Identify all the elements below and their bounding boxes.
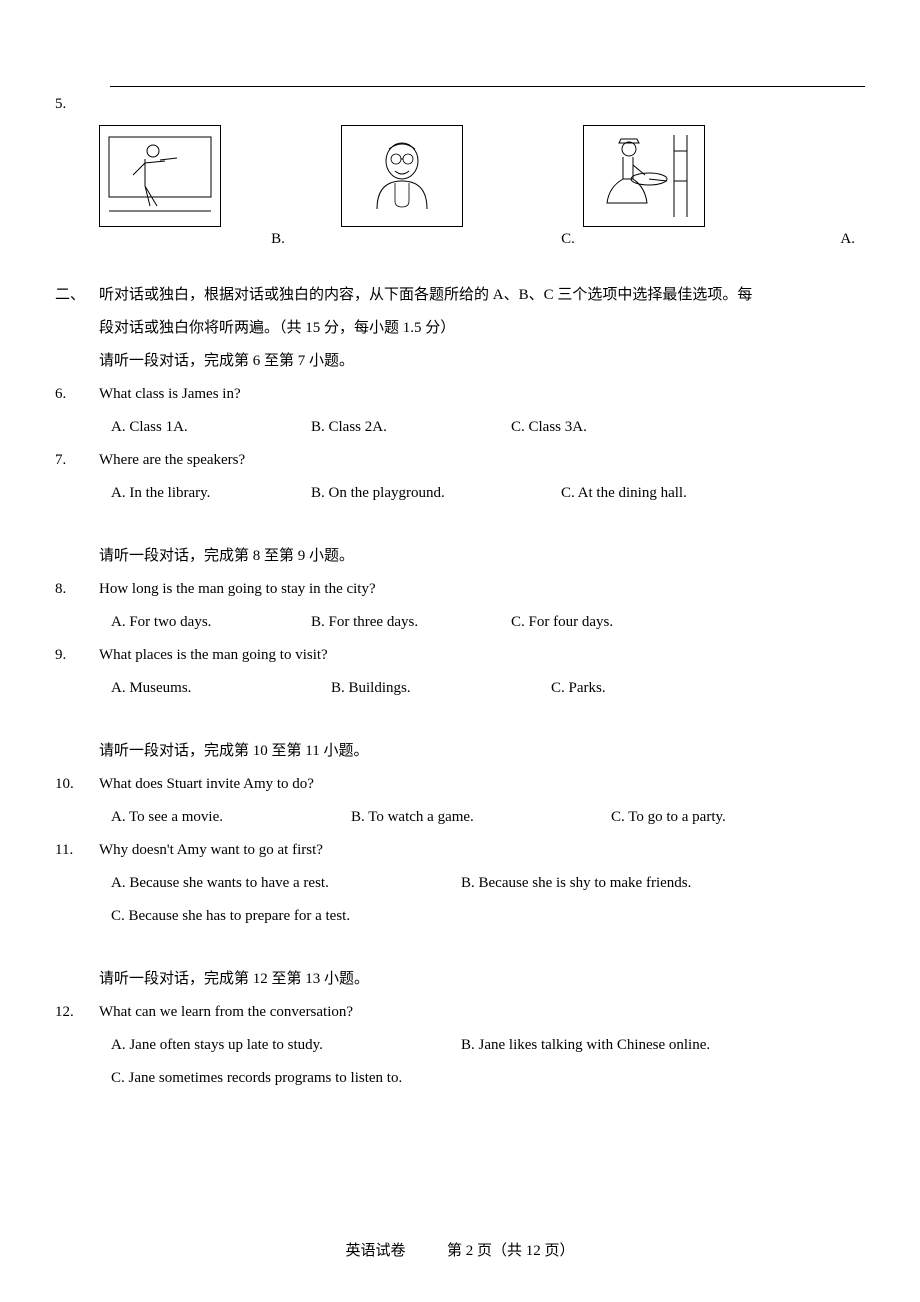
footer-page: 第 2 页（共 12 页） bbox=[447, 1243, 575, 1259]
question-5: 5. bbox=[55, 88, 865, 121]
q12-choices-row1: A. Jane often stays up late to study. B.… bbox=[111, 1029, 865, 1062]
q8-choices: A. For two days. B. For three days. C. F… bbox=[111, 606, 865, 639]
q5-image-a-cell bbox=[99, 125, 221, 227]
gap-2 bbox=[55, 705, 865, 735]
driver-icon bbox=[589, 131, 699, 221]
section-2-number: 二、 bbox=[55, 279, 99, 312]
header-rule bbox=[110, 86, 865, 87]
question-12: 12. What can we learn from the conversat… bbox=[55, 996, 865, 1029]
q5-letter-row: B. C. A. bbox=[99, 227, 865, 251]
q5-number: 5. bbox=[55, 88, 99, 121]
q11-text: Why doesn't Amy want to go at first? bbox=[99, 834, 865, 867]
q11-number: 11. bbox=[55, 834, 99, 867]
question-9: 9. What places is the man going to visit… bbox=[55, 639, 865, 672]
q12-choices-row2: C. Jane sometimes records programs to li… bbox=[111, 1062, 865, 1095]
q10-choice-c: C. To go to a party. bbox=[611, 801, 811, 834]
question-10: 10. What does Stuart invite Amy to do? bbox=[55, 768, 865, 801]
q10-text: What does Stuart invite Amy to do? bbox=[99, 768, 865, 801]
q10-choices: A. To see a movie. B. To watch a game. C… bbox=[111, 801, 865, 834]
q11-choice-b: B. Because she is shy to make friends. bbox=[461, 867, 771, 900]
q6-choice-a: A. Class 1A. bbox=[111, 411, 311, 444]
q8-choice-a: A. For two days. bbox=[111, 606, 311, 639]
q5-letter-c: C. bbox=[457, 227, 679, 251]
q5-letter-b: B. bbox=[99, 227, 457, 251]
q7-choice-c: C. At the dining hall. bbox=[561, 477, 761, 510]
q11-choices-row2: C. Because she has to prepare for a test… bbox=[111, 900, 865, 933]
q6-choice-c: C. Class 3A. bbox=[511, 411, 711, 444]
page: 5. bbox=[0, 0, 920, 1302]
q9-choice-c: C. Parks. bbox=[551, 672, 751, 705]
q9-choice-a: A. Museums. bbox=[111, 672, 331, 705]
section-2-line2: 段对话或独白你将听两遍。（共 15 分，每小题 1.5 分） bbox=[99, 312, 865, 345]
question-11: 11. Why doesn't Amy want to go at first? bbox=[55, 834, 865, 867]
q7-text: Where are the speakers? bbox=[99, 444, 865, 477]
q7-number: 7. bbox=[55, 444, 99, 477]
q5-image-b-cell bbox=[341, 125, 463, 227]
q5-image-row bbox=[99, 125, 865, 227]
intro-8-9: 请听一段对话，完成第 8 至第 9 小题。 bbox=[99, 540, 865, 573]
q6-choices: A. Class 1A. B. Class 2A. C. Class 3A. bbox=[111, 411, 865, 444]
teacher-icon bbox=[105, 131, 215, 221]
q12-choice-a: A. Jane often stays up late to study. bbox=[111, 1029, 461, 1062]
section-2-line1: 听对话或独白，根据对话或独白的内容，从下面各题所给的 A、B、C 三个选项中选择… bbox=[99, 279, 752, 312]
q11-choice-c: C. Because she has to prepare for a test… bbox=[111, 900, 421, 933]
q5-image-c bbox=[583, 125, 705, 227]
question-7: 7. Where are the speakers? bbox=[55, 444, 865, 477]
q6-number: 6. bbox=[55, 378, 99, 411]
q9-choice-b: B. Buildings. bbox=[331, 672, 551, 705]
q5-image-c-cell bbox=[583, 125, 705, 227]
q7-choice-a: A. In the library. bbox=[111, 477, 311, 510]
section-2-header: 二、 听对话或独白，根据对话或独白的内容，从下面各题所给的 A、B、C 三个选项… bbox=[55, 279, 865, 312]
q10-number: 10. bbox=[55, 768, 99, 801]
q11-choice-a: A. Because she wants to have a rest. bbox=[111, 867, 461, 900]
footer-label: 英语试卷 bbox=[345, 1243, 405, 1259]
q8-choice-b: B. For three days. bbox=[311, 606, 511, 639]
q12-text: What can we learn from the conversation? bbox=[99, 996, 865, 1029]
q7-choice-b: B. On the playground. bbox=[311, 477, 561, 510]
q5-image-a bbox=[99, 125, 221, 227]
intro-6-7: 请听一段对话，完成第 6 至第 7 小题。 bbox=[99, 345, 865, 378]
q12-choice-b: B. Jane likes talking with Chinese onlin… bbox=[461, 1029, 771, 1062]
q9-number: 9. bbox=[55, 639, 99, 672]
intro-12-13: 请听一段对话，完成第 12 至第 13 小题。 bbox=[99, 963, 865, 996]
question-6: 6. What class is James in? bbox=[55, 378, 865, 411]
q9-text: What places is the man going to visit? bbox=[99, 639, 865, 672]
q5-image-b bbox=[341, 125, 463, 227]
q8-number: 8. bbox=[55, 573, 99, 606]
q10-choice-a: A. To see a movie. bbox=[111, 801, 351, 834]
q12-number: 12. bbox=[55, 996, 99, 1029]
doctor-icon bbox=[347, 131, 457, 221]
q6-choice-b: B. Class 2A. bbox=[311, 411, 511, 444]
content: 5. bbox=[55, 88, 865, 1095]
q12-choice-c: C. Jane sometimes records programs to li… bbox=[111, 1062, 421, 1095]
page-footer: 英语试卷 第 2 页（共 12 页） bbox=[0, 1239, 920, 1260]
gap-3 bbox=[55, 933, 865, 963]
q5-letter-a: A. bbox=[679, 227, 865, 251]
q10-choice-b: B. To watch a game. bbox=[351, 801, 611, 834]
q8-text: How long is the man going to stay in the… bbox=[99, 573, 865, 606]
gap bbox=[55, 510, 865, 540]
q11-choices-row1: A. Because she wants to have a rest. B. … bbox=[111, 867, 865, 900]
question-8: 8. How long is the man going to stay in … bbox=[55, 573, 865, 606]
q6-text: What class is James in? bbox=[99, 378, 865, 411]
q7-choices: A. In the library. B. On the playground.… bbox=[111, 477, 865, 510]
q8-choice-c: C. For four days. bbox=[511, 606, 711, 639]
intro-10-11: 请听一段对话，完成第 10 至第 11 小题。 bbox=[99, 735, 865, 768]
q9-choices: A. Museums. B. Buildings. C. Parks. bbox=[111, 672, 865, 705]
